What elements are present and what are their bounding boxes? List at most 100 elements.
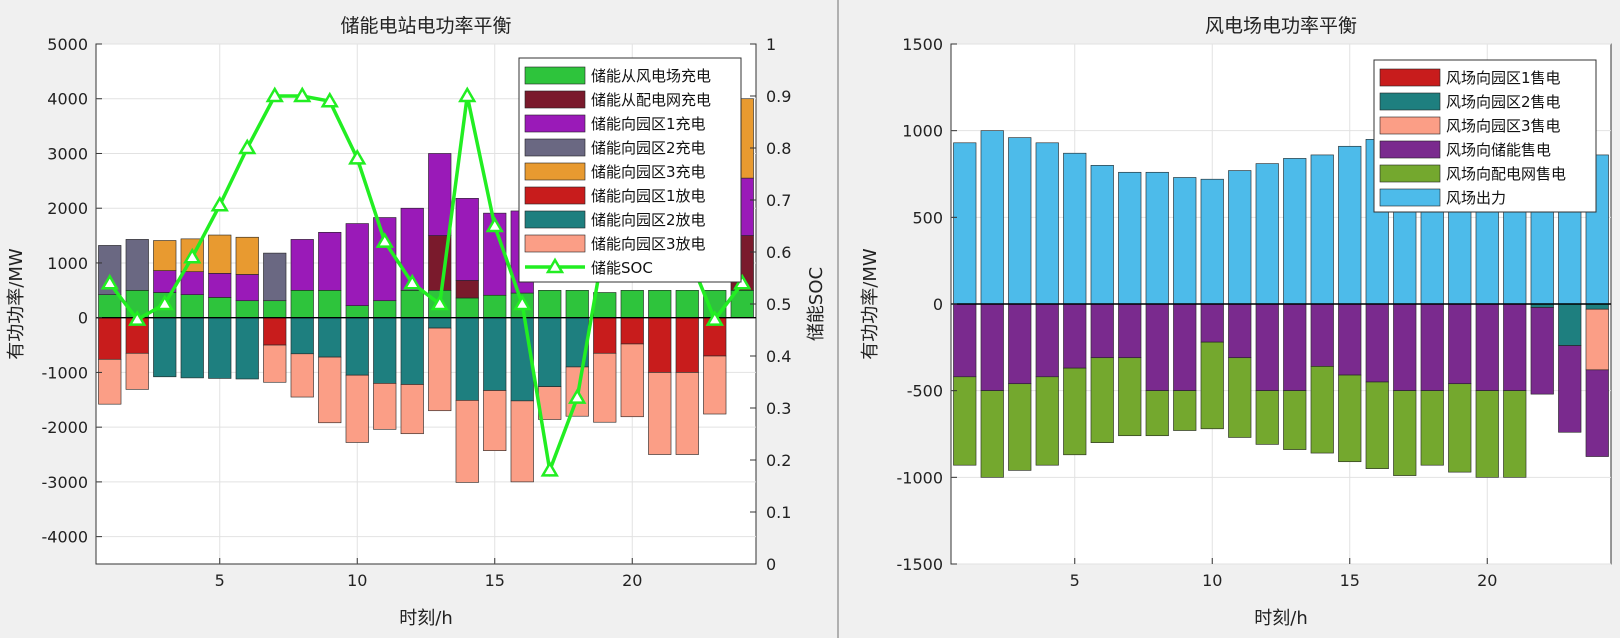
legend-label: 储能向园区3放电 xyxy=(591,235,706,253)
bar-segment xyxy=(1393,390,1417,476)
y-tick-label: 1000 xyxy=(902,122,943,141)
bar-segment xyxy=(1118,357,1142,437)
bar-segment xyxy=(428,153,452,236)
y-right-tick-label: 0 xyxy=(766,555,776,574)
soc-marker xyxy=(293,86,312,103)
soc-marker xyxy=(183,247,202,264)
y-tick-label: -1500 xyxy=(897,555,944,574)
bar-segment xyxy=(1173,390,1197,431)
soc-marker xyxy=(265,86,284,103)
bar-segment xyxy=(980,303,1004,391)
legend-label: 储能向园区1放电 xyxy=(591,187,706,205)
bar-segment xyxy=(1063,303,1087,369)
soc-marker xyxy=(320,91,339,108)
bar-segment xyxy=(235,236,259,275)
soc-marker xyxy=(568,388,587,404)
bar-segment xyxy=(648,372,672,455)
bar-segment xyxy=(1200,341,1224,430)
bar-segment xyxy=(1475,390,1499,478)
bar-segment xyxy=(1585,303,1609,310)
bar-segment xyxy=(208,273,232,298)
x-tick-label: 5 xyxy=(215,571,225,590)
bar-segment xyxy=(1173,177,1197,305)
bar-segment xyxy=(1200,303,1224,343)
legend-swatch xyxy=(524,90,586,109)
legend-label: 风场出力 xyxy=(1446,189,1506,207)
bar-segment xyxy=(1558,345,1582,433)
bar-segment xyxy=(1585,369,1609,457)
bar-segment xyxy=(703,355,727,415)
legend-swatch xyxy=(524,210,586,229)
bar-segment xyxy=(345,317,369,376)
y-right-tick-label: 0.2 xyxy=(766,451,791,470)
legend-label: 风场向园区1售电 xyxy=(1446,69,1561,87)
bar-segment xyxy=(1255,390,1279,445)
x-tick-label: 20 xyxy=(1477,571,1497,590)
y-tick-label: -4000 xyxy=(42,528,89,547)
bar-segment xyxy=(208,297,232,318)
x-tick-label: 10 xyxy=(1202,571,1222,590)
soc-marker xyxy=(540,460,559,477)
y-tick-label: -1000 xyxy=(897,468,944,487)
x-tick-label: 5 xyxy=(1070,571,1080,590)
legend-label: 储能向园区3充电 xyxy=(591,163,706,181)
y-right-tick-label: 1 xyxy=(766,35,776,54)
bar-segment xyxy=(1475,303,1499,391)
bar-segment xyxy=(980,390,1004,478)
bar-segment xyxy=(483,390,507,451)
bar-segment xyxy=(345,374,369,443)
y-right-tick-label: 0.8 xyxy=(766,139,791,158)
bar-segment xyxy=(1035,303,1059,378)
soc-marker xyxy=(485,216,504,233)
bar-segment xyxy=(98,317,122,360)
bar-segment xyxy=(1503,303,1527,391)
bar-segment xyxy=(98,245,122,295)
bar-segment xyxy=(538,317,562,387)
legend-label: 风场向储能售电 xyxy=(1446,141,1551,159)
bar-segment xyxy=(675,372,699,455)
soc-marker xyxy=(238,138,257,155)
bar-segment xyxy=(1118,303,1142,359)
legend-swatch xyxy=(1379,164,1441,183)
legend-swatch xyxy=(524,234,586,253)
bar-segment xyxy=(373,317,397,384)
bar-segment xyxy=(400,207,424,291)
bar-segment xyxy=(153,317,177,378)
bar-segment xyxy=(1503,390,1527,478)
legend-label: 风场向配电网售电 xyxy=(1446,165,1566,183)
bar-segment xyxy=(1558,303,1582,346)
soc-marker xyxy=(375,232,394,248)
bar-segment xyxy=(538,290,562,318)
bar-segment xyxy=(1255,163,1279,305)
bar-segment xyxy=(1090,357,1114,443)
chart-storage-balance: -4000-3000-2000-100001000200030004000500… xyxy=(6,15,827,629)
legend-label: 储能向园区2充电 xyxy=(591,139,706,157)
tick-labels: -4000-3000-2000-100001000200030004000500… xyxy=(42,35,792,590)
bar-segment xyxy=(980,130,1004,305)
y-tick-label: -3000 xyxy=(42,473,89,492)
soc-marker xyxy=(513,294,532,311)
bar-segment xyxy=(483,294,507,318)
bar-segment xyxy=(1338,145,1362,305)
soc-marker xyxy=(210,195,229,212)
bar-segment xyxy=(953,376,977,466)
bar-segment xyxy=(180,294,204,318)
bar-segment xyxy=(565,290,589,318)
soc-marker xyxy=(458,86,477,103)
y-right-tick-label: 0.7 xyxy=(766,191,791,210)
legend: 储能从风电场充电储能从配电网充电储能向园区1充电储能向园区2充电储能向园区3充电… xyxy=(518,57,742,283)
bar-segment xyxy=(1448,383,1472,473)
bar-segment xyxy=(1008,303,1032,385)
bar-segment xyxy=(263,300,287,318)
x-axis-title: 时刻/h xyxy=(399,608,452,629)
y-tick-label: 0 xyxy=(78,309,88,328)
bar-segment xyxy=(208,234,232,274)
soc-marker xyxy=(403,273,422,290)
bar-segment xyxy=(318,231,342,291)
bar-segment xyxy=(1283,158,1307,305)
bar-segment xyxy=(263,252,287,302)
bar-segment xyxy=(180,317,204,379)
bar-segment xyxy=(98,294,122,318)
bar-segment xyxy=(373,300,397,318)
